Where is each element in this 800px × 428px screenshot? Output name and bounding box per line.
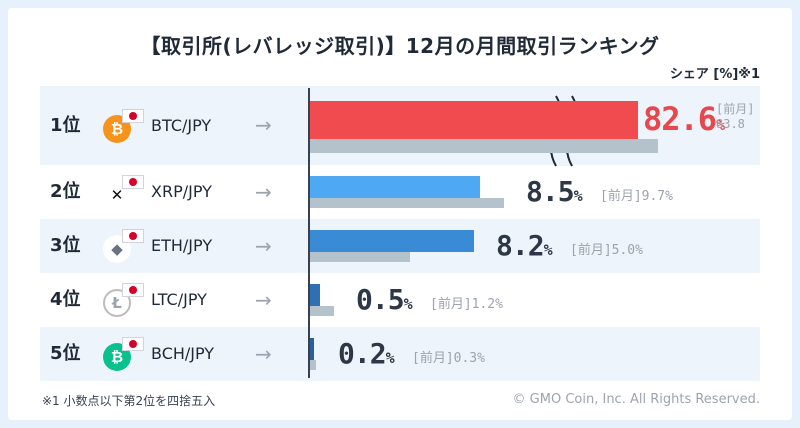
currency-pair-label: XRP/JPY [151, 182, 212, 201]
chart-title: 【取引所(レバレッジ取引)】12月の月間取引ランキング [140, 34, 660, 58]
current-share-bar [310, 230, 474, 252]
y-axis-line [308, 88, 310, 378]
currency-pair-label: ETH/JPY [151, 236, 213, 255]
current-share-number: 8.2 [496, 229, 545, 262]
current-share-bar [310, 101, 638, 139]
previous-share-bar [310, 360, 316, 370]
previous-share-value: [前月]9.7% [600, 189, 673, 204]
rank-label: 2位 [50, 181, 81, 202]
previous-share-value: [前月]0.3% [412, 351, 485, 366]
arrow-right-icon: → [255, 342, 272, 366]
current-share-number: 82.6 [643, 100, 717, 138]
arrow-right-icon: → [255, 234, 272, 258]
japan-flag-icon [122, 108, 144, 123]
previous-number: 83.8 [716, 117, 745, 131]
current-share-value: 0.2% [338, 337, 395, 370]
footnote: ※1 小数点以下第2位を四捨五入 [42, 394, 216, 408]
previous-share-bar [310, 139, 658, 153]
japan-flag-icon [122, 283, 144, 297]
currency-pair-label: BCH/JPY [151, 344, 215, 363]
current-share-number: 0.2 [338, 337, 387, 370]
percent-sign: % [385, 349, 395, 367]
current-share-number: 0.5 [356, 283, 405, 316]
japan-flag-icon [122, 175, 144, 189]
percent-sign: % [573, 187, 583, 205]
arrow-right-icon: → [255, 288, 272, 312]
japan-flag-icon [122, 229, 144, 243]
percent-sign: % [543, 241, 553, 259]
arrow-right-icon: → [255, 113, 272, 137]
previous-label: [前月] [716, 102, 755, 116]
japan-flag-icon [122, 337, 144, 351]
percent-sign: % [716, 116, 725, 134]
current-share-bar [310, 338, 314, 360]
previous-share-bar [310, 306, 334, 316]
percent-sign: % [403, 295, 413, 313]
previous-share-value: [前月]5.0% [570, 243, 643, 258]
current-share-value: 82.6% [643, 100, 725, 138]
rank-label: 3位 [50, 235, 81, 256]
rank-label: 4位 [50, 289, 81, 310]
ranking-row: 4位 Ł LTC/JPY → [40, 273, 760, 327]
current-share-number: 8.5 [526, 175, 575, 208]
copyright: © GMO Coin, Inc. All Rights Reserved. [512, 392, 760, 407]
current-share-bar [310, 284, 320, 306]
previous-share-bar [310, 252, 410, 262]
xrp-icon: ✕ [103, 181, 131, 209]
current-share-bar [310, 176, 480, 198]
share-unit-label: シェア [%]※1 [669, 67, 760, 82]
rank-label: 1位 [50, 115, 81, 136]
previous-share-value: [前月] 83.8 [716, 102, 754, 132]
current-share-value: 8.5% [526, 175, 583, 208]
current-share-value: 0.5% [356, 283, 413, 316]
current-share-value: 8.2% [496, 229, 553, 262]
currency-pair-label: BTC/JPY [151, 116, 212, 135]
rank-label: 5位 [50, 343, 81, 364]
previous-share-bar [310, 198, 504, 208]
previous-share-value: [前月]1.2% [430, 297, 503, 312]
ranking-row: 5位 ₿ BCH/JPY → [40, 327, 760, 381]
currency-pair-label: LTC/JPY [151, 290, 207, 309]
arrow-right-icon: → [255, 180, 272, 204]
